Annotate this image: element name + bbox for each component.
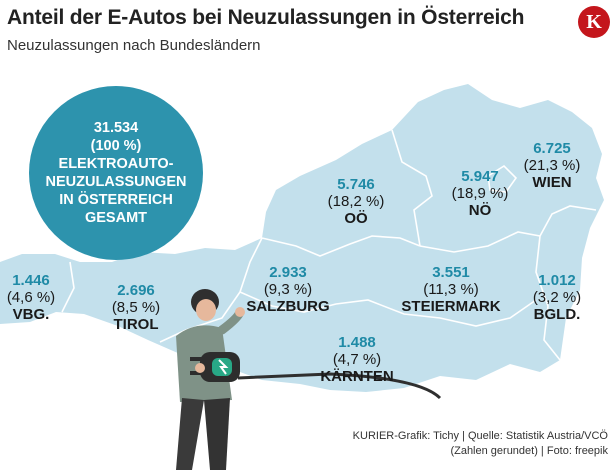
state-name: KÄRNTEN [320,368,394,385]
state-name: NÖ [468,202,492,219]
kurier-logo: K [578,6,610,38]
state-percent: (18,9 %) [451,185,509,202]
state-percent: (8,5 %) [111,299,161,316]
state-label-noe: 5.947 (18,9 %) NÖ [440,168,520,219]
austria-shape [0,84,604,392]
state-percent: (18,2 %) [327,193,385,210]
state-borders [61,129,597,361]
total-percent: (100 %) [90,138,142,154]
plug-icon [190,352,442,400]
total-label-line2: NEUZULASSUNGEN [45,174,187,190]
state-count: 1.488 [338,334,376,351]
state-name: STEIERMARK [401,298,501,315]
state-count: 6.725 [533,140,571,157]
state-label-steiermark: 3.551 (11,3 %) STEIERMARK [394,264,508,315]
source-credit: KURIER-Grafik: Tichy | Quelle: Statistik… [353,429,608,459]
state-percent: (4,7 %) [332,351,382,368]
state-count: 5.947 [461,168,499,185]
state-name: OÖ [344,210,368,227]
state-name: BGLD. [533,306,581,323]
state-name: SALZBURG [246,298,330,315]
state-label-ooe: 5.746 (18,2 %) OÖ [316,176,396,227]
page-title: Anteil der E-Autos bei Neuzulassungen in… [7,6,525,29]
state-label-bgld: 1.012 (3,2 %) BGLD. [520,272,594,323]
state-percent: (21,3 %) [523,157,581,174]
state-count: 2.933 [269,264,307,281]
page-subtitle: Neuzulassungen nach Bundesländern [7,37,261,54]
total-label-line1: ELEKTROAUTO- [58,156,174,172]
state-percent: (11,3 %) [423,281,479,298]
state-label-tirol: 2.696 (8,5 %) TIROL [100,282,172,333]
state-count: 2.696 [117,282,155,299]
state-count: 3.551 [432,264,470,281]
state-label-salzburg: 2.933 (9,3 %) SALZBURG [240,264,336,315]
state-count: 1.446 [12,272,50,289]
state-percent: (4,6 %) [6,289,56,306]
state-percent: (9,3 %) [263,281,313,298]
credit-line1: KURIER-Grafik: Tichy | Quelle: Statistik… [352,430,608,442]
credit-line2: (Zahlen gerundet) | Foto: freepik [450,445,608,457]
state-count: 1.012 [538,272,576,289]
state-name: TIROL [113,316,159,333]
state-label-kaernten: 1.488 (4,7 %) KÄRNTEN [312,334,402,385]
state-percent: (3,2 %) [532,289,582,306]
total-label-line4: GESAMT [84,210,148,226]
total-bubble: 31.534 (100 %) ELEKTROAUTO- NEUZULASSUNG… [29,86,203,260]
state-label-vbg: 1.446 (4,6 %) VBG. [0,272,62,323]
state-name: VBG. [12,306,50,323]
total-label-line3: IN ÖSTERREICH [59,192,173,208]
total-count: 31.534 [93,120,139,136]
state-count: 5.746 [337,176,375,193]
state-name: WIEN [532,174,572,191]
state-label-wien: 6.725 (21,3 %) WIEN [512,140,592,191]
